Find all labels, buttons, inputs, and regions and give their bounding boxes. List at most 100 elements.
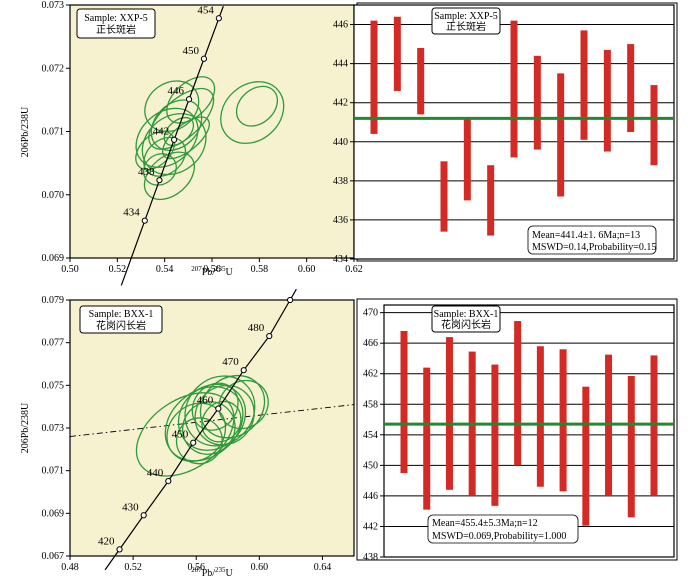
stats-mswd: MSWD=0.14,Probability=0.15 (532, 242, 656, 253)
y-tick-label: 470 (363, 308, 378, 319)
error-ellipse (143, 151, 195, 201)
age-label: 430 (122, 501, 139, 513)
age-marker (266, 332, 273, 340)
plot-area (69, 4, 355, 259)
age-bar (559, 349, 567, 492)
age-bar (582, 386, 590, 526)
age-label: 440 (147, 467, 164, 479)
stats-box (527, 225, 657, 255)
error-ellipse (150, 99, 203, 151)
age-label: 450 (182, 45, 199, 57)
age-marker (240, 367, 247, 374)
age-bar (580, 30, 588, 140)
x-tick-label: 0.52 (109, 264, 127, 275)
x-tick-label: 0.60 (251, 562, 269, 573)
age-label: 420 (98, 535, 115, 547)
x-axis-label: 207Pb/235U (191, 566, 233, 579)
sample-box (431, 7, 501, 35)
age-bar (627, 376, 635, 518)
age-bar (423, 367, 431, 510)
y-tick-label: 446 (333, 20, 348, 31)
y-tick-label: 442 (333, 98, 348, 109)
age-label: 434 (123, 207, 140, 219)
age-bar (417, 47, 425, 115)
rock-label: 正长斑岩 (96, 23, 136, 36)
error-ellipse (220, 81, 285, 144)
y-tick-label: 438 (333, 176, 348, 187)
age-marker (190, 439, 197, 446)
plot-area (69, 299, 355, 557)
age-bar (487, 165, 495, 236)
y-tick-label: 0.070 (42, 190, 65, 201)
age-marker (141, 217, 148, 224)
age-marker (156, 177, 163, 184)
age-bar (650, 85, 658, 166)
y-tick-label: 0.067 (42, 551, 65, 562)
y-tick-label: 0.069 (42, 508, 65, 519)
y-tick-label: 0.072 (42, 63, 65, 74)
y-tick-label: 436 (333, 215, 348, 226)
age-label: 438 (138, 166, 155, 178)
sample-box (76, 8, 156, 39)
error-ellipse (166, 76, 216, 124)
panel-weighted-mean-xxp5: 434 436 438 440 442 444 446 Sample: XXP-5 正长斑岩… (333, 2, 678, 265)
x-tick-label: 0.56 (187, 562, 205, 573)
error-ellipse (142, 153, 177, 186)
sample-label: Sample: XXP-5 (434, 11, 498, 22)
sample-label: Sample: BXX-1 (434, 309, 499, 320)
y-tick-label: 434 (333, 254, 348, 265)
x-tick-label: 0.50 (61, 264, 79, 275)
age-marker (116, 546, 123, 553)
error-ellipse (201, 400, 242, 443)
age-marker (185, 96, 193, 103)
age-label: 446 (168, 85, 185, 97)
y-tick-label: 462 (363, 369, 378, 380)
age-label: 454 (197, 4, 214, 16)
age-bar (393, 16, 401, 91)
age-marker (200, 55, 208, 62)
y-tick-label: 0.073 (42, 423, 65, 434)
y-tick-label: 0.073 (42, 0, 65, 11)
stats-mean: Mean=455.4±5.3Ma;n=12 (432, 518, 538, 529)
sample-box (431, 305, 501, 333)
x-tick-label: 0.62 (345, 264, 363, 275)
y-tick-label: 450 (363, 460, 378, 471)
sample-box (79, 305, 163, 334)
age-marker (171, 136, 178, 143)
y-tick-label: 442 (363, 521, 378, 532)
age-label: 442 (153, 126, 170, 138)
y-tick-label: 0.071 (42, 466, 65, 477)
y-tick-label: 446 (363, 491, 378, 502)
panel-concordia-xxp5: 434 438 442 446 450 454 0.50 0.52 0.54 0.56 0.58 0… (20, 0, 363, 286)
age-marker (140, 512, 147, 519)
age-marker (215, 15, 222, 22)
age-label: 460 (197, 395, 214, 407)
error-ellipse (191, 382, 239, 431)
y-tick-label: 466 (363, 338, 378, 349)
panel-weighted-mean-bxx1: 438 442 446 450 454 458 462 466 470 Sample: BXX-… (356, 298, 678, 563)
age-label: 450 (172, 429, 189, 441)
age-bar (445, 337, 453, 490)
y-tick-label: 458 (363, 399, 378, 410)
y-tick-label: 0.079 (42, 295, 65, 306)
error-ellipse (163, 116, 195, 147)
age-bar (370, 20, 378, 134)
age-bar (510, 20, 518, 158)
age-bar (533, 55, 541, 150)
stats-mswd: MSWD=0.069,Probability=1.000 (432, 531, 566, 542)
y-tick-label: 444 (333, 59, 348, 70)
age-bar (650, 355, 658, 496)
rock-label: 花岗闪长岩 (441, 318, 491, 331)
x-tick-label: 0.52 (124, 562, 142, 573)
x-axis-label: 207Pb/235U (191, 265, 233, 278)
rock-label: 花岗闪长岩 (96, 319, 146, 332)
age-marker (165, 478, 172, 485)
age-bar (440, 161, 448, 232)
y-tick-label: 440 (333, 137, 348, 148)
age-bar (603, 49, 611, 152)
x-tick-label: 0.54 (156, 264, 174, 275)
error-ellipse (194, 384, 255, 446)
concordia-curve (104, 288, 297, 571)
sample-label: Sample: BXX-1 (89, 309, 154, 320)
